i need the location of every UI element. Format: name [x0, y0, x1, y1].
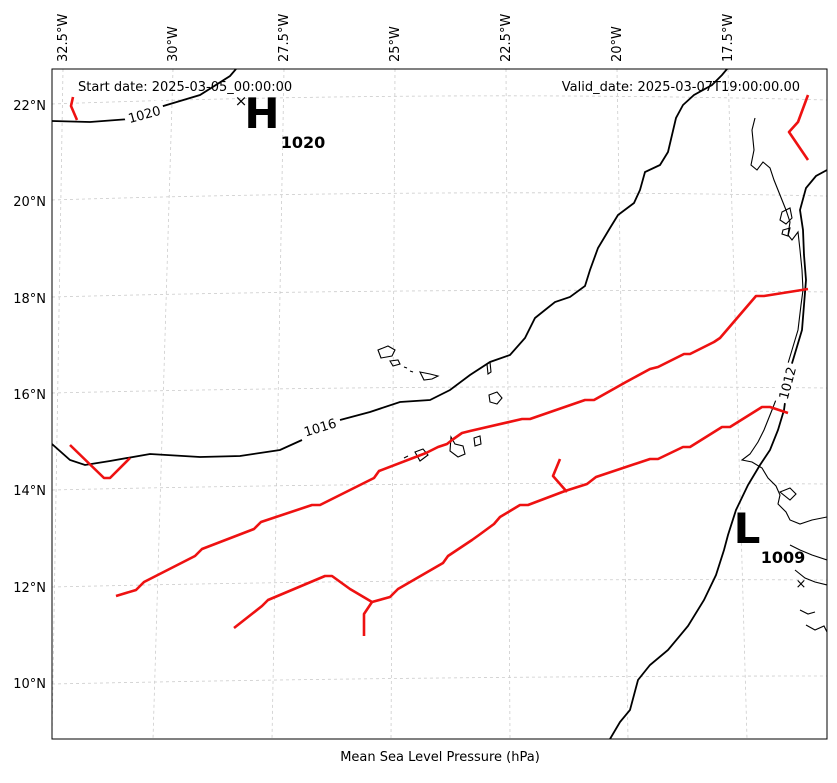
- high-symbol: H: [244, 89, 279, 138]
- trough-lines: [69, 94, 810, 636]
- lat-label-18n: 18°N: [13, 292, 46, 307]
- map-area: [52, 69, 827, 739]
- low-center-marker: ×: [796, 577, 807, 592]
- lon-label-25w: 25°W: [388, 26, 403, 62]
- graticule: [52, 69, 827, 739]
- low-symbol: L: [734, 504, 761, 553]
- high-value: 1020: [281, 133, 326, 152]
- lat-label-12n: 12°N: [13, 581, 46, 596]
- lat-label-22n: 22°N: [13, 99, 46, 114]
- valid-date-text: Valid_date: 2025-03-07T19:00:00.00: [562, 80, 800, 95]
- lon-label-17-5w: 17.5°W: [721, 14, 736, 62]
- lon-label-22-5w: 22.5°W: [499, 14, 514, 62]
- coastline: [740, 117, 827, 633]
- start-date-text: Start date: 2025-03-05_00:00:00: [78, 80, 292, 95]
- low-value: 1009: [761, 548, 806, 567]
- lon-label-27-5w: 27.5°W: [277, 14, 292, 62]
- isobars: [52, 69, 827, 739]
- map-frame: [51, 68, 828, 740]
- lon-label-30w: 30°W: [166, 26, 181, 62]
- cape-verde-islands: [377, 345, 503, 462]
- lon-label-20w: 20°W: [610, 26, 625, 62]
- lat-label-14n: 14°N: [13, 484, 46, 499]
- lat-label-20n: 20°N: [13, 195, 46, 210]
- lon-label-32-5w: 32.5°W: [56, 14, 71, 62]
- lat-label-10n: 10°N: [13, 677, 46, 692]
- map-xlabel: Mean Sea Level Pressure (hPa): [340, 750, 540, 765]
- lat-label-16n: 16°N: [13, 388, 46, 403]
- longitude-labels: 32.5°W 30°W 27.5°W 25°W 22.5°W 20°W 17.5…: [56, 14, 736, 62]
- high-center-marker: ×: [235, 92, 248, 110]
- latitude-labels: 22°N 20°N 18°N 16°N 14°N 12°N 10°N: [13, 99, 46, 692]
